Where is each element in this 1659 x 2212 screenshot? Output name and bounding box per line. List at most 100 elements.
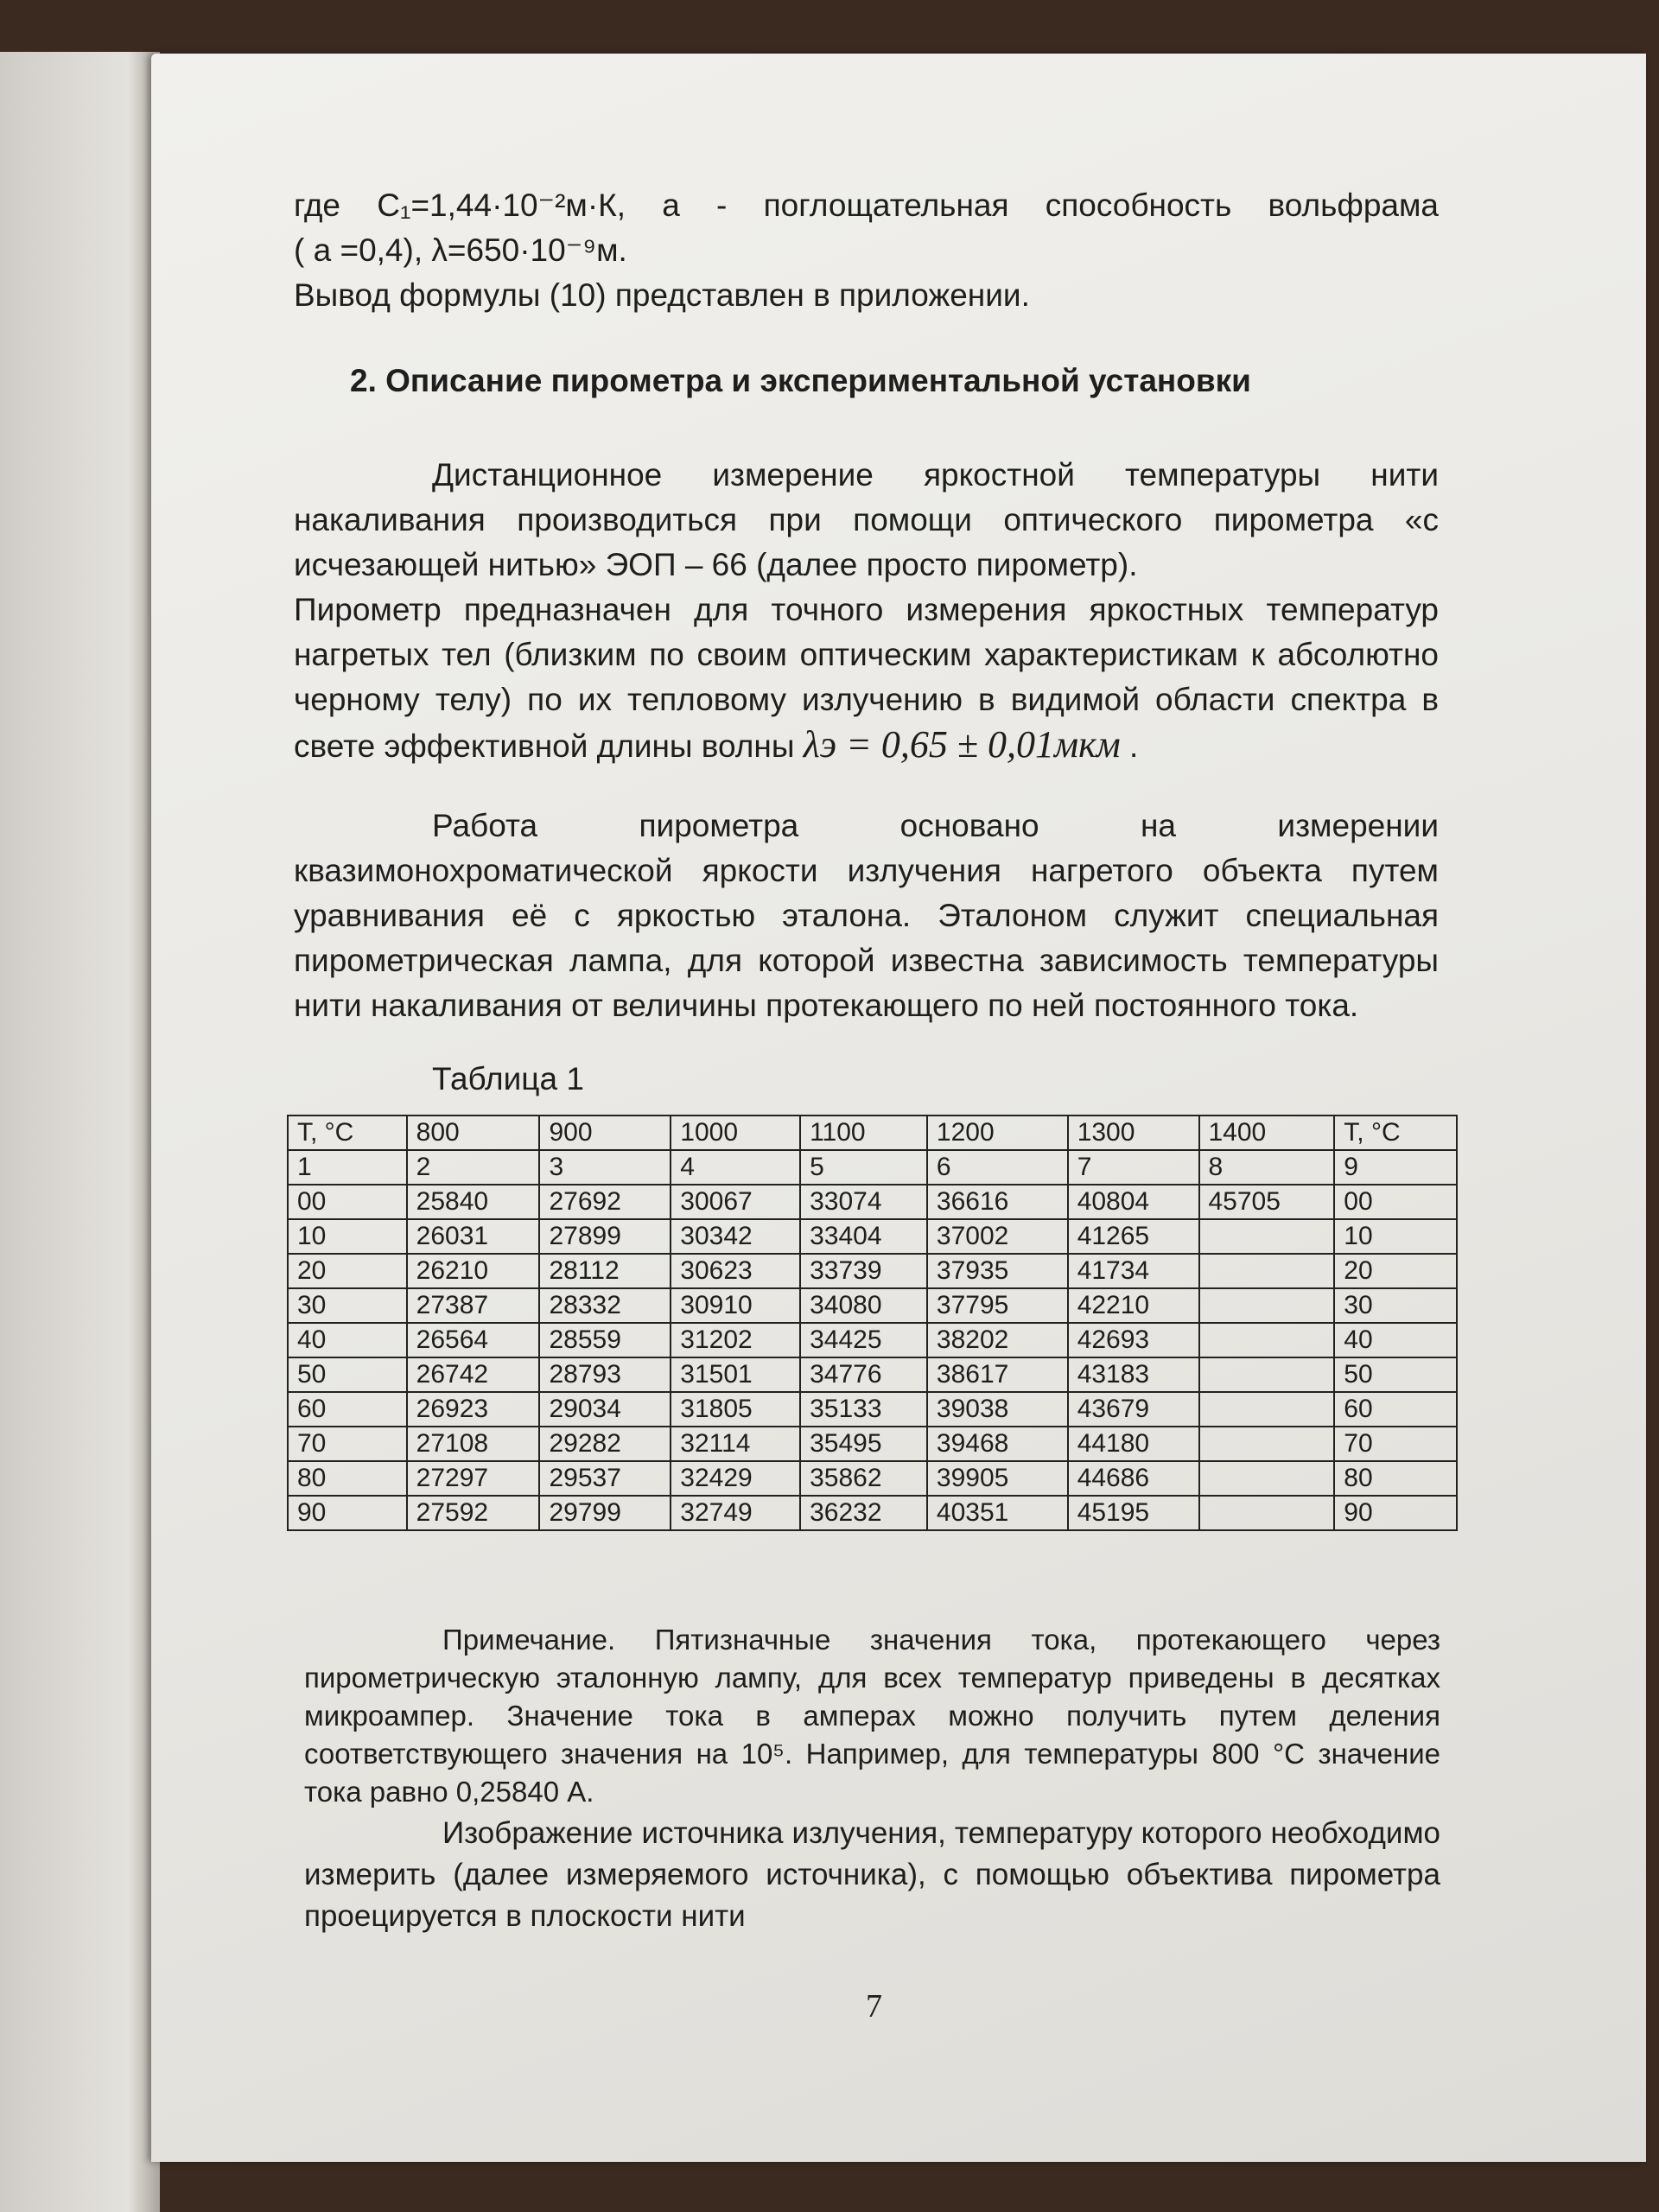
table-cell [1198, 1460, 1336, 1497]
table-cell: 45705 [1198, 1184, 1336, 1220]
table-cell: 30342 [670, 1218, 802, 1255]
table-cell: 50 [287, 1357, 408, 1393]
table-cell: 20 [287, 1253, 408, 1289]
table-cell: 33404 [799, 1218, 928, 1255]
table-cell: 80 [287, 1460, 408, 1497]
table-cell: 31202 [670, 1322, 802, 1358]
table-cell: 2 [405, 1149, 541, 1185]
table-cell: 27297 [405, 1460, 541, 1497]
table-cell: 29034 [538, 1391, 672, 1427]
table-cell [1198, 1322, 1336, 1358]
table-row: 00 25840 27692 30067 33074 36616 40804 45705 00 [287, 1184, 1458, 1220]
table-cell: 35862 [799, 1460, 928, 1497]
paragraph-2: Пирометр предназначен для точного измере… [294, 592, 1439, 766]
table-cell: 30 [1333, 1287, 1458, 1324]
current-temperature-table: T, °C 800 900 1000 1100 1200 1300 1400 T, °C 1 2 3 4… [287, 1115, 1458, 1531]
table-cell [1198, 1495, 1336, 1531]
table-cell: 00 [1333, 1184, 1458, 1220]
table-row: 60 26923 29034 31805 35133 39038 43679 60 [287, 1391, 1458, 1427]
table-cell: 70 [287, 1426, 408, 1462]
table-cell: 27692 [538, 1184, 672, 1220]
intro-line-1: где C₁=1,44·10⁻²м·К, a - поглощательная … [294, 188, 1439, 223]
table-cell [1198, 1218, 1336, 1255]
table-cell: 35133 [799, 1391, 928, 1427]
table-cell: 31501 [670, 1357, 802, 1393]
table-cell [1198, 1287, 1336, 1324]
table-cell: 40 [1333, 1322, 1458, 1358]
table-cell: 44180 [1066, 1426, 1200, 1462]
table-cell: 00 [287, 1184, 408, 1220]
table-cell: 45195 [1066, 1495, 1200, 1531]
table-cell: 8 [1198, 1149, 1336, 1185]
paragraph-3: Работа пирометра основано на измерении к… [294, 808, 1439, 1023]
table-header-row: T, °C 800 900 1000 1100 1200 1300 1400 T, °C [287, 1115, 1458, 1151]
table-cell: 41734 [1066, 1253, 1200, 1289]
table-cell: 3 [538, 1149, 672, 1185]
table-cell: 29282 [538, 1426, 672, 1462]
table-cell: 34425 [799, 1322, 928, 1358]
intro-line-3: Вывод формулы (10) представлен в приложе… [294, 277, 1030, 313]
table-cell [1198, 1426, 1336, 1462]
table-cell: 7 [1066, 1149, 1200, 1185]
table-cell: 25840 [405, 1184, 541, 1220]
table-cell: 36232 [799, 1495, 928, 1531]
table-cell: 26210 [405, 1253, 541, 1289]
table-cell: 32114 [670, 1426, 802, 1462]
table-cell: 9 [1333, 1149, 1458, 1185]
table-cell: 41265 [1066, 1218, 1200, 1255]
table-cell: 28112 [538, 1253, 672, 1289]
section-heading: 2. Описание пирометра и экспериментально… [350, 363, 1251, 398]
table-cell: 35495 [799, 1426, 928, 1462]
table-row: 20 26210 28112 30623 33739 37935 41734 20 [287, 1253, 1458, 1289]
table-cell: 29537 [538, 1460, 672, 1497]
table-cell: 40351 [925, 1495, 1069, 1531]
table-cell: 27899 [538, 1218, 672, 1255]
table-cell [1198, 1391, 1336, 1427]
table-cell: 28793 [538, 1357, 672, 1393]
table-cell: 800 [405, 1115, 541, 1151]
table-cell: 26564 [405, 1322, 541, 1358]
table-cell: 90 [1333, 1495, 1458, 1531]
table-cell: 1100 [799, 1115, 928, 1151]
table-row: 70 27108 29282 32114 35495 39468 44180 70 [287, 1426, 1458, 1462]
table-cell: 40804 [1066, 1184, 1200, 1220]
table-row: 40 26564 28559 31202 34425 38202 42693 40 [287, 1322, 1458, 1358]
table-cell: 28559 [538, 1322, 672, 1358]
wavelength-formula: λэ = 0,65 ± 0,01мкм [803, 723, 1121, 766]
table-cell: 60 [287, 1391, 408, 1427]
table-cell: 32429 [670, 1460, 802, 1497]
intro-paragraph: где C₁=1,44·10⁻²м·К, a - поглощательная … [294, 183, 1439, 318]
table-cell: 30910 [670, 1287, 802, 1324]
table-cell: 5 [799, 1149, 928, 1185]
table-cell: 6 [925, 1149, 1069, 1185]
table-note: Примечание. Пятизначные значения тока, п… [304, 1624, 1440, 1808]
table-cell: 900 [538, 1115, 672, 1151]
table-cell: 26031 [405, 1218, 541, 1255]
table-cell: 43183 [1066, 1357, 1200, 1393]
table-cell [1198, 1253, 1336, 1289]
table-cell: 39468 [925, 1426, 1069, 1462]
table-row: 30 27387 28332 30910 34080 37795 42210 30 [287, 1287, 1458, 1324]
table-cell: 33074 [799, 1184, 928, 1220]
table-cell: 10 [1333, 1218, 1458, 1255]
table-cell: 26923 [405, 1391, 541, 1427]
table-cell: 70 [1333, 1426, 1458, 1462]
table-cell: 90 [287, 1495, 408, 1531]
table-cell: 36616 [925, 1184, 1069, 1220]
table-cell: 38202 [925, 1322, 1069, 1358]
table-cell: 43679 [1066, 1391, 1200, 1427]
table-cell: 1200 [925, 1115, 1069, 1151]
table-cell: 40 [287, 1322, 408, 1358]
table-cell: 26742 [405, 1357, 541, 1393]
table-cell: 33739 [799, 1253, 928, 1289]
table-cell: 44686 [1066, 1460, 1200, 1497]
table-cell: 42693 [1066, 1322, 1200, 1358]
table-cell: 34080 [799, 1287, 928, 1324]
table-caption: Таблица 1 [432, 1061, 584, 1096]
paragraph-1: Дистанционное измерение яркостной темпер… [294, 457, 1439, 582]
table-cell: 60 [1333, 1391, 1458, 1427]
table-cell: 50 [1333, 1357, 1458, 1393]
table-cell: 28332 [538, 1287, 672, 1324]
document-page [151, 54, 1646, 2162]
